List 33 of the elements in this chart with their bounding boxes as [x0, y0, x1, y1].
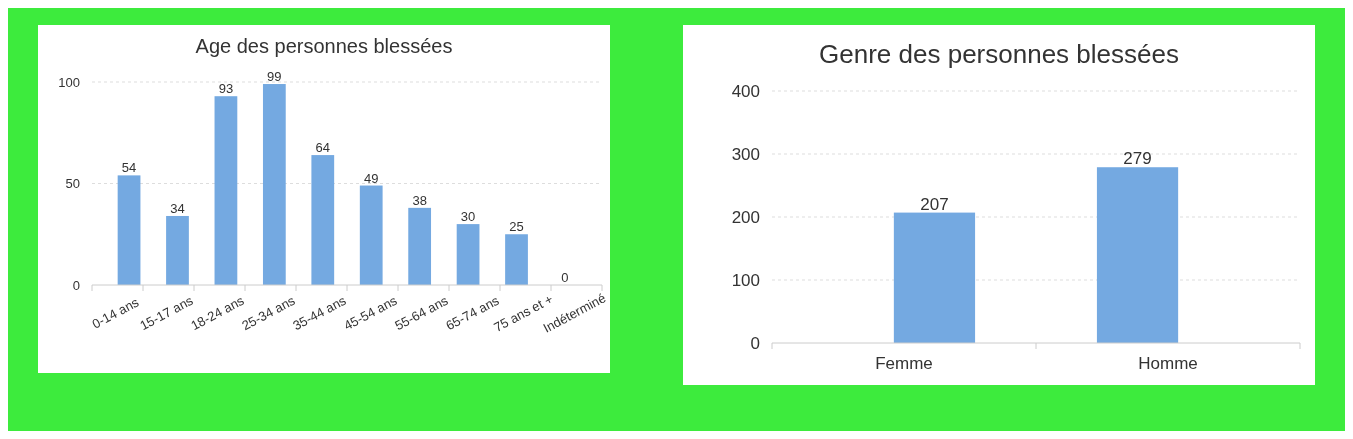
data-label: 279 [1123, 149, 1152, 169]
x-tick-label: Femme [875, 354, 933, 373]
data-label: 93 [218, 81, 234, 97]
data-label: 0 [561, 270, 569, 285]
y-tick-label: 100 [58, 74, 80, 90]
data-label: 38 [412, 192, 427, 208]
chart-title: Genre des personnes blessées [819, 39, 1179, 69]
y-tick-label: 400 [731, 81, 760, 101]
bar [456, 224, 480, 285]
x-tick-label: Homme [1138, 354, 1198, 373]
bar [117, 175, 141, 285]
y-tick-label: 50 [65, 176, 80, 192]
bar [214, 96, 238, 285]
y-tick-label: 300 [731, 144, 760, 164]
bar [166, 215, 189, 285]
bar [505, 234, 528, 285]
y-tick-label: 0 [750, 333, 760, 353]
data-label: 25 [509, 219, 524, 235]
data-label: 54 [121, 160, 137, 176]
y-tick-label: 200 [731, 207, 760, 227]
y-tick-label: 100 [731, 270, 760, 290]
data-label: 64 [315, 140, 331, 156]
bar [262, 84, 286, 285]
data-label: 34 [170, 200, 185, 216]
data-label: 99 [267, 69, 282, 85]
bar [408, 207, 432, 285]
bar [359, 185, 383, 285]
data-label: 49 [363, 170, 379, 186]
bar [311, 155, 335, 285]
data-label: 207 [920, 194, 949, 214]
y-tick-label: 0 [72, 277, 80, 293]
data-label: 30 [460, 209, 476, 225]
chart-title: Age des personnes blessées [195, 35, 453, 57]
